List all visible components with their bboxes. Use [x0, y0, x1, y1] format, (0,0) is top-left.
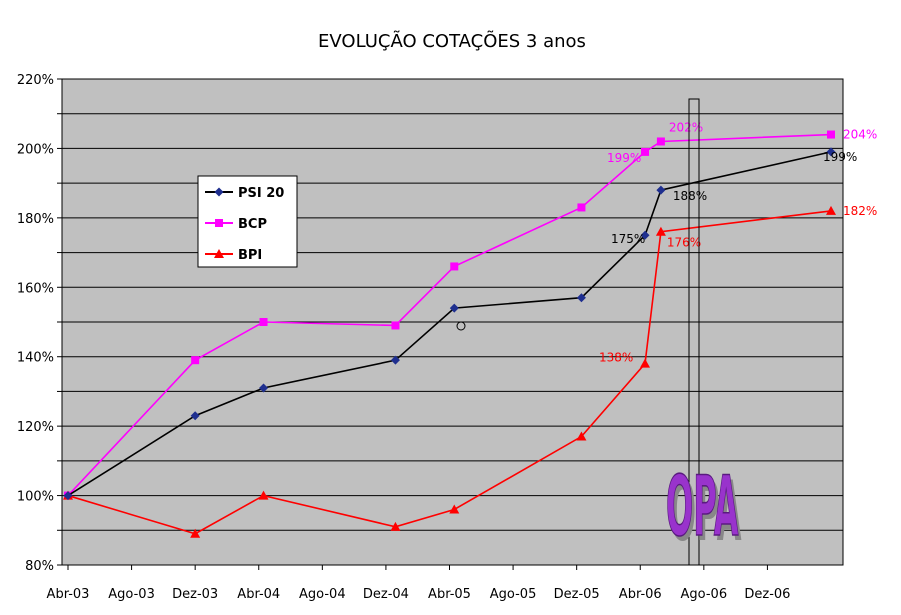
- data-point: [656, 185, 666, 195]
- x-tick-label: Abr-06: [619, 587, 662, 602]
- legend: PSI 20 BCP BPI: [197, 175, 298, 268]
- data-label: 175%: [611, 232, 645, 246]
- y-tick-label: 80%: [25, 559, 54, 574]
- legend-marker: [215, 219, 223, 227]
- data-point: [656, 137, 665, 146]
- data-point: [191, 356, 200, 365]
- data-label: 204%: [843, 128, 877, 142]
- data-label: 188%: [673, 189, 707, 203]
- y-tick-label: 180%: [17, 212, 54, 227]
- data-point: [641, 147, 650, 156]
- x-tick-label: Dez-05: [554, 587, 600, 602]
- stray-mark: [456, 321, 466, 331]
- data-point: [258, 490, 269, 500]
- x-tick-label: Ago-03: [108, 587, 155, 602]
- x-tick-label: Ago-05: [490, 587, 537, 602]
- data-point: [640, 358, 651, 368]
- data-point: [826, 147, 836, 157]
- data-point: [655, 226, 666, 236]
- chart-title: EVOLUÇÃO COTAÇÕES 3 anos: [318, 30, 586, 52]
- y-tick-label: 200%: [17, 142, 54, 157]
- data-point: [391, 321, 400, 330]
- data-label: 182%: [843, 204, 877, 218]
- data-point: [449, 504, 460, 514]
- y-tick-label: 160%: [17, 281, 54, 296]
- data-point: [259, 383, 269, 393]
- legend-label: BCP: [238, 217, 267, 232]
- x-tick-label: Ago-06: [681, 587, 728, 602]
- x-tick-label: Abr-03: [47, 587, 90, 602]
- data-point: [390, 521, 401, 531]
- series-bpi: 138% 176% 182%: [63, 204, 877, 538]
- opa-marker-box: [688, 98, 700, 566]
- legend-label: PSI 20: [238, 186, 284, 201]
- data-label: 176%: [667, 236, 701, 250]
- x-tick-label: Abr-04: [237, 587, 280, 602]
- y-tick-label: 120%: [17, 420, 54, 435]
- y-tick-label: 220%: [17, 73, 54, 88]
- data-point: [450, 262, 459, 271]
- data-point: [259, 318, 268, 326]
- y-axis: 80% 100% 120% 140% 160% 180% 200% 220%: [17, 73, 62, 574]
- grid-lines: [62, 113, 843, 531]
- legend-marker: [214, 249, 224, 258]
- x-tick-label: Ago-04: [299, 587, 346, 602]
- data-point: [576, 293, 586, 303]
- x-tick-label: Dez-03: [172, 587, 218, 602]
- x-tick-label: Abr-05: [428, 587, 471, 602]
- x-tick-label: Dez-06: [744, 587, 790, 602]
- data-label: 199%: [823, 150, 857, 164]
- opa-text: OPA: [666, 457, 739, 555]
- x-axis: Abr-03 Ago-03 Dez-03 Abr-04 Ago-04 Dez-04 Abr-…: [47, 565, 790, 602]
- y-tick-label: 100%: [17, 490, 54, 505]
- opa-annotation: OPA OPA: [666, 457, 742, 560]
- y-tick-label: 140%: [17, 351, 54, 366]
- data-point: [390, 355, 400, 365]
- legend-label: BPI: [238, 248, 262, 263]
- opa-shadow: OPA: [669, 462, 742, 560]
- data-point: [577, 203, 586, 212]
- data-label: 202%: [669, 120, 703, 134]
- data-point: [190, 528, 201, 538]
- data-label: 138%: [599, 351, 633, 365]
- series-bcp: 199% 202% 204%: [64, 120, 877, 500]
- legend-marker: [214, 187, 224, 197]
- data-label: 199%: [607, 151, 641, 165]
- data-point: [63, 491, 73, 501]
- data-point: [190, 411, 200, 421]
- data-point: [827, 130, 835, 139]
- data-point: [826, 205, 836, 215]
- x-tick-label: Dez-04: [363, 587, 409, 602]
- data-point: [449, 303, 459, 313]
- data-point: [640, 230, 650, 240]
- data-point: [576, 431, 587, 441]
